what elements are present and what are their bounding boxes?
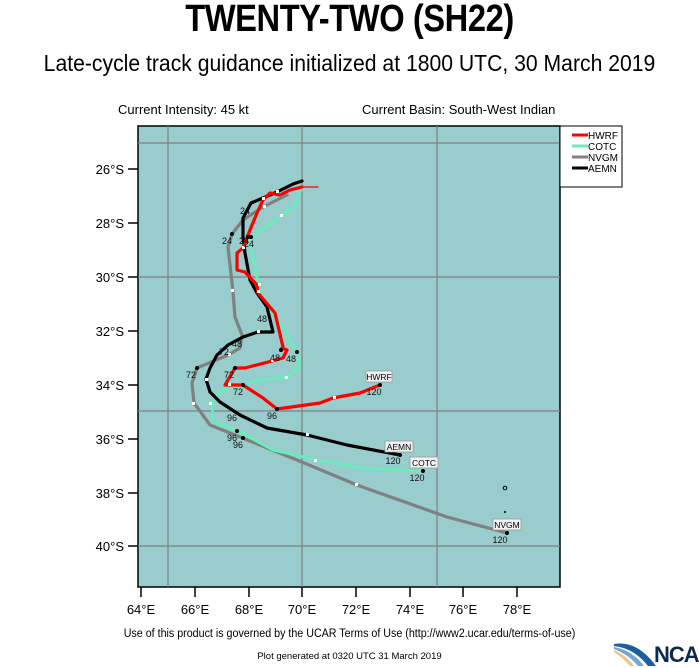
tau-label: 48 <box>232 339 242 349</box>
lat-label: 32°S <box>96 324 125 339</box>
tau-label: 120 <box>409 473 424 483</box>
grid-lines <box>138 126 560 587</box>
legend-cotc: COTC <box>588 142 616 153</box>
legend-aemn: AEMN <box>588 164 617 175</box>
lat-label: 30°S <box>96 270 125 285</box>
lon-label: 78°E <box>503 602 532 617</box>
tau-label: 72 <box>186 370 196 380</box>
tau-label: 24 <box>240 206 250 216</box>
current-intensity: Current Intensity: 45 kt <box>118 102 249 117</box>
hwrf-track <box>223 185 382 411</box>
legend-nvgm: NVGM <box>588 153 618 164</box>
tau-label: 48 <box>270 353 280 363</box>
tau-markers <box>195 232 509 535</box>
plot-generated-text: Plot generated at 0320 UTC 31 March 2019 <box>257 651 442 662</box>
lon-label: 68°E <box>235 602 264 617</box>
lon-label: 74°E <box>396 602 425 617</box>
cotc-end-label: COTC <box>412 458 436 468</box>
lon-label: 72°E <box>342 602 371 617</box>
tau-label: 72 <box>233 387 243 397</box>
intermediate-markers <box>192 190 358 486</box>
storm-title: TWENTY-TWO (SH22) <box>185 0 514 40</box>
lat-axis <box>128 168 138 547</box>
aemn-end-label: AEMN <box>387 442 412 452</box>
lat-label: 34°S <box>96 378 125 393</box>
hwrf-end-label: HWRF <box>366 372 392 382</box>
tau-label: 96 <box>267 411 277 421</box>
lat-label: 36°S <box>96 432 125 447</box>
tau-label: 48 <box>257 314 267 324</box>
tau-label: 96 <box>233 440 243 450</box>
lon-axis <box>140 587 518 597</box>
ncar-logo-text: NCAR <box>654 642 699 667</box>
legend-hwrf: HWRF <box>588 131 618 142</box>
tau-label: 120 <box>385 456 400 466</box>
tau-label: 96 <box>227 413 237 423</box>
guidance-subtitle: Late-cycle track guidance initialized at… <box>43 50 656 76</box>
legend: HWRF COTC NVGM AEMN <box>559 125 623 188</box>
lat-label: 40°S <box>96 539 125 554</box>
current-basin: Current Basin: South-West Indian <box>362 102 556 117</box>
nvgm-end-label: NVGM <box>494 520 520 530</box>
lat-label: 26°S <box>96 162 125 177</box>
tau-label: 24 <box>239 236 249 246</box>
lon-label: 76°E <box>449 602 478 617</box>
tau-label: 120 <box>492 535 507 545</box>
lat-label: 38°S <box>96 486 125 501</box>
tau-label: 24 <box>244 239 254 249</box>
map-background <box>137 125 561 588</box>
lat-label: 28°S <box>96 216 125 231</box>
tau-label: 24 <box>222 236 232 246</box>
lon-label: 64°E <box>127 602 156 617</box>
lon-label: 70°E <box>288 602 317 617</box>
tau-label: 96 <box>227 433 237 443</box>
tau-label: 120 <box>366 387 381 397</box>
tau-label: 48 <box>286 354 296 364</box>
terms-of-use-text: Use of this product is governed by the U… <box>123 628 576 640</box>
tau-label: 72 <box>224 370 234 380</box>
tau-label: 72 <box>219 347 229 357</box>
lon-label: 66°E <box>181 602 210 617</box>
ncar-logo-icon <box>614 643 656 666</box>
